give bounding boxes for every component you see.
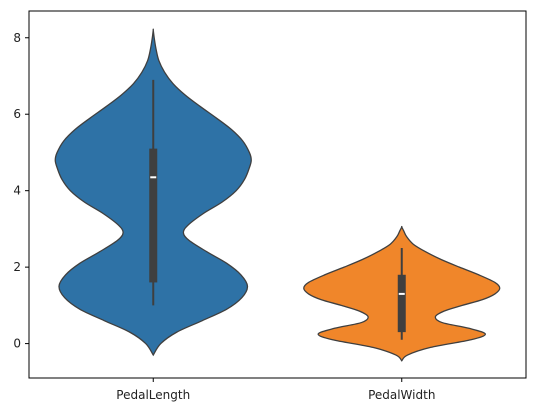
iqr-box-pedallength (149, 148, 158, 283)
y-tick-label: 2 (13, 260, 21, 274)
x-tick-label-pedallength: PedalLength (116, 388, 190, 402)
y-tick-label: 8 (13, 31, 21, 45)
box-group (149, 79, 406, 340)
y-tick-label: 0 (13, 337, 21, 351)
y-tick-label: 6 (13, 107, 21, 121)
x-tick-label-pedalwidth: PedalWidth (368, 388, 435, 402)
y-tick-label: 4 (13, 184, 21, 198)
x-axis: PedalLength PedalWidth (116, 378, 435, 402)
iqr-box-pedalwidth (397, 274, 406, 333)
y-axis: 0 2 4 6 8 (13, 31, 29, 351)
plot-frame (28, 10, 527, 379)
